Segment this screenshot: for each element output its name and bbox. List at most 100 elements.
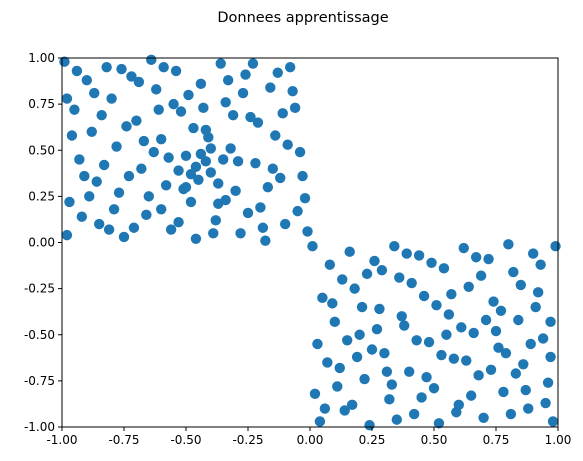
data-point (413, 250, 425, 261)
data-point (431, 300, 442, 311)
data-point (518, 359, 529, 370)
data-point (267, 163, 278, 174)
data-point (61, 229, 73, 241)
data-point (371, 324, 383, 335)
data-point (483, 253, 494, 265)
y-tick-label: -1.00 (24, 420, 55, 434)
data-point (103, 224, 115, 235)
data-point (146, 54, 157, 66)
data-point (183, 89, 194, 101)
data-point (265, 82, 276, 93)
data-point (108, 204, 120, 215)
data-point (485, 364, 497, 376)
data-point (302, 226, 313, 237)
data-point (540, 397, 551, 409)
y-tick-label: 0.00 (28, 236, 55, 250)
data-point (76, 211, 88, 222)
data-point (361, 268, 373, 280)
data-point (220, 194, 231, 206)
data-point (523, 403, 534, 414)
data-point (451, 407, 462, 418)
data-point (307, 240, 318, 252)
data-point (230, 185, 241, 197)
data-point (446, 288, 457, 300)
data-point (510, 368, 522, 379)
data-point (498, 386, 509, 398)
data-point (520, 384, 531, 396)
data-point (227, 109, 239, 121)
data-point (324, 259, 336, 270)
data-point (525, 338, 536, 350)
data-point (193, 174, 204, 185)
data-point (118, 231, 130, 243)
data-point (423, 336, 435, 348)
data-point (339, 405, 350, 416)
x-tick-label: -1.00 (46, 433, 77, 447)
x-axis: -1.00 -0.75 -0.50 -0.25 0.00 0.25 0.50 0.75 1.00 (46, 427, 571, 447)
data-point (210, 215, 221, 226)
data-point (461, 355, 472, 366)
data-point (448, 353, 460, 364)
data-points (59, 54, 561, 431)
data-point (153, 104, 164, 115)
data-point (240, 69, 251, 80)
data-point (421, 371, 432, 383)
data-point (128, 222, 140, 233)
data-point (314, 416, 326, 427)
data-point (160, 180, 172, 191)
data-point (458, 242, 469, 254)
data-point (280, 218, 291, 230)
data-point (180, 181, 192, 193)
data-point (456, 322, 467, 333)
data-point (168, 98, 179, 110)
data-point (535, 259, 546, 270)
plot-frame (61, 57, 559, 428)
data-point (436, 349, 447, 361)
data-point (389, 240, 400, 252)
data-point (275, 172, 286, 184)
y-axis: -1.00 -0.75 -0.50 -0.25 0.00 0.25 0.50 0.75 1.00 (24, 51, 62, 434)
data-point (190, 233, 202, 245)
data-point (218, 154, 229, 165)
data-point (131, 115, 142, 126)
data-point (356, 301, 368, 313)
data-point (545, 316, 556, 328)
data-point (188, 122, 199, 134)
data-point (235, 228, 246, 239)
data-point (396, 311, 407, 322)
data-point (319, 403, 331, 414)
data-point (79, 170, 90, 182)
data-point (143, 191, 154, 202)
data-point (133, 76, 145, 88)
data-point (438, 263, 450, 274)
data-point (173, 165, 184, 176)
x-tick-label: -0.75 (108, 433, 139, 447)
data-point (123, 170, 135, 182)
data-point (170, 65, 182, 77)
data-point (173, 217, 184, 228)
data-point (500, 348, 512, 359)
x-tick-label: -0.25 (232, 433, 263, 447)
data-point (329, 316, 340, 328)
data-point (203, 132, 214, 143)
data-point (136, 163, 147, 174)
data-point (488, 296, 499, 307)
data-point (337, 274, 348, 285)
y-tick-label: 0.50 (28, 143, 55, 157)
data-point (386, 379, 398, 390)
data-point (537, 333, 549, 344)
data-point (195, 148, 207, 160)
data-point (354, 329, 365, 340)
data-point (225, 143, 236, 154)
data-point (416, 392, 427, 403)
data-point (111, 141, 122, 152)
data-point (351, 351, 363, 363)
data-point (475, 270, 487, 281)
y-tick-label: -0.25 (24, 282, 55, 296)
data-point (121, 121, 132, 132)
data-point (478, 412, 489, 423)
data-point (376, 264, 388, 276)
data-point (96, 109, 107, 121)
data-point (66, 130, 78, 141)
data-point (369, 255, 380, 267)
